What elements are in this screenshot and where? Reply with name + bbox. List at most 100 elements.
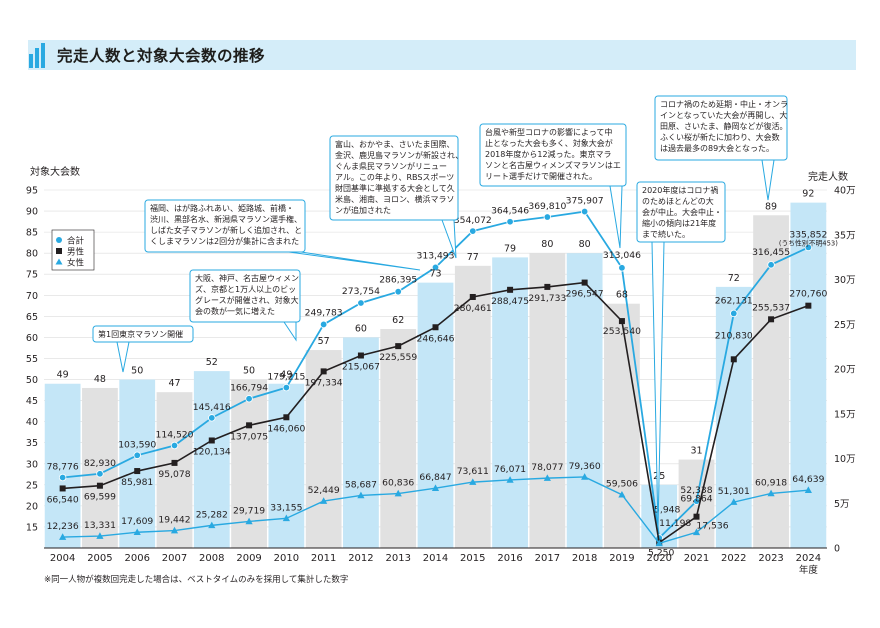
x-tick-label: 2007 bbox=[162, 553, 187, 564]
bar-value-label: 80 bbox=[541, 239, 553, 250]
callout-text: ソンと名古屋ウィメンズマラソンはエ bbox=[485, 160, 621, 170]
bar bbox=[417, 282, 454, 548]
point-total bbox=[767, 261, 775, 269]
point-female bbox=[543, 474, 551, 481]
callout-text: 福岡、はが路ふれあい、姫路城、前橋・ bbox=[150, 203, 294, 213]
callout-text: リート選手だけで開催された。 bbox=[485, 171, 597, 181]
total-value-label: 335,852 bbox=[789, 229, 827, 240]
x-tick-label: 2014 bbox=[423, 553, 448, 564]
point-total bbox=[618, 264, 626, 272]
total-value-label: 114,520 bbox=[156, 430, 194, 441]
callout-text: 金沢、鹿児島マラソンが新設され、 bbox=[335, 150, 463, 160]
point-female bbox=[133, 528, 141, 536]
point-female bbox=[655, 539, 663, 547]
total-value-label: 52,338 bbox=[680, 485, 712, 496]
female-value-label: 66,847 bbox=[419, 472, 451, 483]
bar-value-label: 49 bbox=[280, 370, 292, 381]
male-value-label: 5,948 bbox=[654, 505, 680, 516]
callout-text: 2020年度はコロナ禍 bbox=[642, 185, 718, 195]
male-value-label: 95,078 bbox=[158, 469, 190, 480]
male-value-label: 225,559 bbox=[379, 352, 417, 363]
point-male bbox=[730, 356, 737, 363]
female-value-label: 17,536 bbox=[696, 520, 728, 531]
male-value-label: 296,547 bbox=[566, 289, 604, 300]
x-tick-label: 2008 bbox=[199, 553, 224, 564]
bar-value-label: 62 bbox=[392, 315, 404, 326]
callout-box bbox=[329, 135, 459, 221]
x-tick-label: 2015 bbox=[460, 553, 485, 564]
callout-text: 止となった大会も多く、対象大会が bbox=[485, 138, 613, 148]
total-value-label: 313,046 bbox=[603, 250, 641, 261]
left-tick-label: 35 bbox=[26, 438, 38, 449]
bar bbox=[492, 257, 528, 548]
x-tick-label: 2006 bbox=[124, 553, 149, 564]
total-value-label: 354,072 bbox=[454, 215, 492, 226]
female-value-label: 60,918 bbox=[755, 477, 787, 488]
right-axis-label: 完走人数 bbox=[808, 170, 848, 183]
x-tick-label: 2004 bbox=[50, 553, 75, 564]
x-tick-label: 2023 bbox=[758, 553, 783, 564]
point-female bbox=[96, 532, 104, 539]
point-male bbox=[469, 293, 476, 300]
total-value-label: 313,493 bbox=[417, 250, 455, 261]
male-value-label: 146,060 bbox=[267, 423, 305, 434]
point-male bbox=[768, 316, 775, 323]
male-value-label: 288,475 bbox=[491, 296, 529, 307]
left-tick-label: 65 bbox=[26, 312, 38, 323]
point-total bbox=[133, 451, 141, 459]
point-total bbox=[357, 299, 365, 307]
callout-pointer bbox=[288, 251, 421, 271]
x-tick-label: 2010 bbox=[274, 553, 299, 564]
female-value-label: 78,077 bbox=[531, 462, 563, 473]
bar-value-label: 48 bbox=[94, 374, 106, 385]
left-axis-label: 対象大会数 bbox=[30, 165, 80, 178]
point-male bbox=[581, 279, 588, 286]
point-male bbox=[357, 352, 364, 359]
female-value-label: 12,236 bbox=[47, 521, 79, 532]
bar bbox=[454, 265, 491, 548]
bar bbox=[305, 350, 342, 548]
point-male bbox=[805, 302, 812, 309]
bar-value-label: 77 bbox=[467, 252, 479, 263]
x-tick-label: 2013 bbox=[385, 553, 410, 564]
title-band bbox=[28, 40, 856, 70]
female-value-label: 17,609 bbox=[121, 516, 153, 527]
legend-label: 合計 bbox=[67, 236, 85, 247]
point-female bbox=[692, 528, 701, 536]
total-value-label: 78,776 bbox=[47, 461, 79, 472]
left-tick-label: 85 bbox=[26, 228, 38, 239]
male-value-label: 210,830 bbox=[715, 330, 753, 341]
total-value-label: 249,783 bbox=[305, 307, 343, 318]
male-value-label: 66,540 bbox=[47, 494, 79, 505]
point-male bbox=[693, 513, 700, 520]
callout-pointer bbox=[651, 241, 665, 529]
total-value-label: 179,215 bbox=[267, 372, 305, 383]
point-male bbox=[320, 368, 327, 375]
point-male bbox=[507, 286, 514, 293]
x-tick-label: 2024 bbox=[796, 553, 821, 564]
bar bbox=[790, 202, 827, 548]
left-tick-label: 60 bbox=[26, 333, 38, 344]
bar-value-label: 92 bbox=[802, 189, 814, 200]
callout-text: 縮小の傾向は21年度 bbox=[642, 218, 716, 228]
point-female bbox=[245, 517, 253, 525]
female-value-label: 5,250 bbox=[648, 547, 674, 558]
x-tick-label: 2020 bbox=[646, 553, 671, 564]
callout-text: 田原、さいたま、静岡などが復活。 bbox=[660, 121, 787, 131]
male-value-label: 197,334 bbox=[305, 377, 343, 388]
right-tick-label: 30万 bbox=[834, 275, 856, 286]
bar bbox=[604, 303, 640, 548]
point-female bbox=[59, 533, 67, 540]
left-tick-label: 50 bbox=[26, 375, 38, 386]
point-female bbox=[208, 521, 216, 529]
left-tick-label: 30 bbox=[26, 459, 38, 470]
callout-text: インとなっていた大会が再開し、大 bbox=[660, 110, 787, 120]
bar-value-label: 60 bbox=[355, 323, 367, 334]
callout-text: しばた女子マラソンが新しく追加され、と bbox=[150, 225, 302, 235]
male-value-label: 280,461 bbox=[454, 303, 492, 314]
total-value-label: 145,416 bbox=[193, 402, 231, 413]
point-female bbox=[469, 478, 477, 485]
male-value-label: 255,537 bbox=[752, 302, 790, 313]
female-value-label: 59,506 bbox=[606, 479, 638, 490]
